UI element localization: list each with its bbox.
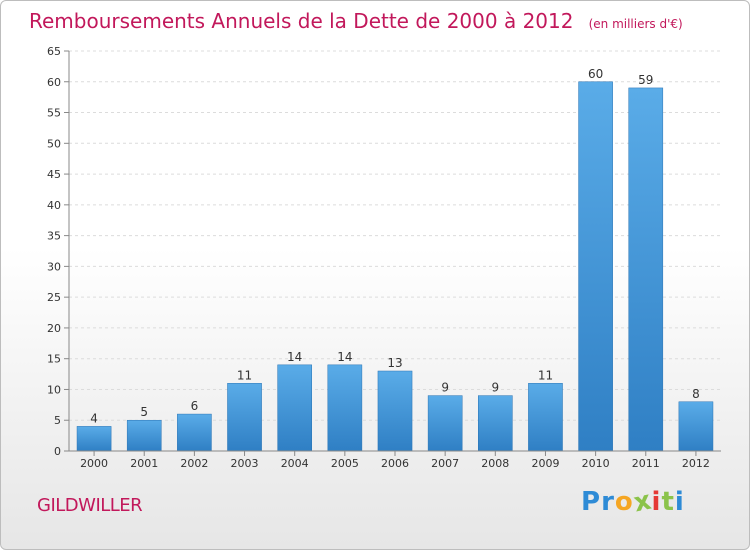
x-tick-label: 2006 <box>381 457 409 470</box>
x-tick-label: 2012 <box>682 457 710 470</box>
x-axis: 2000 2001 2002 2003 2004 2005 2006 2007 2008 2009… <box>69 450 721 470</box>
commune-name: GILDWILLER <box>37 495 143 516</box>
bar <box>227 383 262 452</box>
bar <box>628 87 664 452</box>
y-tick-label: 30 <box>47 260 61 273</box>
y-tick-label: 10 <box>47 383 61 396</box>
bar-value-label: 14 <box>337 350 352 364</box>
x-tick-label: 2005 <box>331 457 359 470</box>
x-tick-label: 2010 <box>582 457 610 470</box>
y-tick-label: 25 <box>47 291 61 304</box>
x-tick-label: 2009 <box>531 457 559 470</box>
bar-value-label: 60 <box>588 67 603 81</box>
y-tick-label: 20 <box>47 322 61 335</box>
logo-letter: i <box>674 487 685 517</box>
y-tick-label: 50 <box>47 137 61 150</box>
title-text: Remboursements Annuels de la Dette de 20… <box>29 9 574 33</box>
bar-value-label: 11 <box>237 368 252 382</box>
bar <box>377 370 413 452</box>
bar <box>478 395 513 452</box>
y-tick-label: 5 <box>54 414 61 427</box>
bar-value-label: 13 <box>387 356 402 370</box>
x-tick-label: 2004 <box>281 457 309 470</box>
logo-letter: r <box>601 487 615 517</box>
y-tick-label: 60 <box>47 76 61 89</box>
y-tick-label: 35 <box>47 230 61 243</box>
bar <box>427 395 463 452</box>
bar-value-label: 14 <box>287 350 302 364</box>
bar-value-label: 9 <box>491 381 499 395</box>
bar-value-label: 11 <box>538 368 553 382</box>
bar-value-label: 8 <box>692 387 700 401</box>
bar-value-label: 9 <box>441 381 449 395</box>
bar <box>678 401 714 452</box>
unit-note: (en milliers d'€) <box>588 17 683 31</box>
chart-title: Remboursements Annuels de la Dette de 20… <box>29 9 683 33</box>
bar <box>277 364 312 452</box>
bars: 4 5 6 11 14 14 13 9 9 11 60 59 8 <box>76 67 714 452</box>
proxiti-logo: Proxiti <box>581 485 685 518</box>
logo-letter: i <box>651 487 662 517</box>
bar <box>528 383 563 452</box>
bar-value-label: 5 <box>140 405 148 419</box>
y-tick-label: 15 <box>47 353 61 366</box>
x-tick-label: 2001 <box>130 457 158 470</box>
logo-letter: o <box>614 487 634 517</box>
x-tick-label: 2007 <box>431 457 459 470</box>
bar <box>76 426 112 452</box>
bar-value-label: 6 <box>191 399 199 413</box>
x-tick-label: 2000 <box>80 457 108 470</box>
y-tick-label: 55 <box>47 107 61 120</box>
bar-value-label: 4 <box>90 411 98 425</box>
y-tick-label: 45 <box>47 168 61 181</box>
bar <box>327 364 363 452</box>
y-tick-label: 40 <box>47 199 61 212</box>
x-tick-label: 2003 <box>231 457 259 470</box>
y-axis: 0 5 10 15 20 25 30 35 40 45 50 55 60 65 <box>47 45 70 458</box>
x-tick-label: 2002 <box>180 457 208 470</box>
bar-value-label: 59 <box>638 73 653 87</box>
y-tick-label: 65 <box>47 45 61 58</box>
bar <box>177 413 212 452</box>
logo-letter: P <box>581 487 602 517</box>
bar <box>578 81 613 452</box>
logo-letter: t <box>661 487 675 517</box>
x-tick-label: 2008 <box>481 457 509 470</box>
x-tick-label: 2011 <box>632 457 660 470</box>
bar <box>126 419 162 452</box>
y-tick-label: 0 <box>54 445 61 458</box>
